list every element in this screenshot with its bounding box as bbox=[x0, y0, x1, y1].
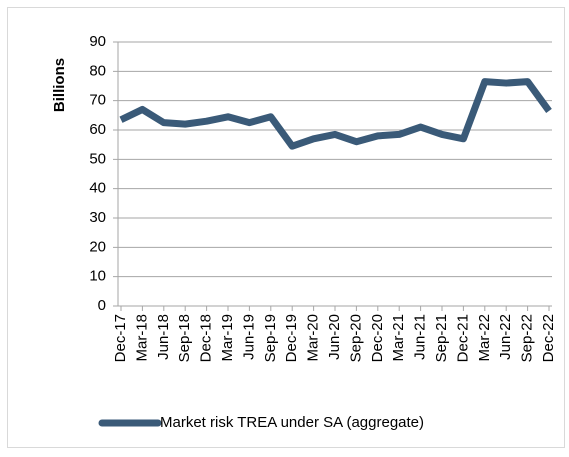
x-tick-label: Jun-19 bbox=[240, 314, 257, 360]
y-tick-label: 70 bbox=[89, 92, 106, 109]
x-tick-label: Jun-18 bbox=[155, 314, 172, 360]
series-line bbox=[119, 78, 552, 150]
legend-label: Market risk TREA under SA (aggregate) bbox=[160, 414, 424, 431]
x-tick-label: Sep-22 bbox=[519, 314, 536, 362]
x-tick-label: Dec-19 bbox=[283, 314, 300, 362]
x-tick-label: Mar-18 bbox=[133, 314, 150, 362]
y-tick-label: 80 bbox=[89, 62, 106, 79]
x-tick-label: Jun-20 bbox=[326, 314, 343, 360]
x-tick-label: Sep-21 bbox=[433, 314, 450, 362]
x-tick-label: Dec-21 bbox=[454, 314, 471, 362]
x-tick-label: Mar-19 bbox=[219, 314, 236, 362]
y-axis-label: Billions bbox=[51, 58, 68, 112]
x-tick-label: Sep-18 bbox=[176, 314, 193, 362]
x-tick-label: Dec-18 bbox=[198, 314, 215, 362]
x-tick-label: Mar-21 bbox=[390, 314, 407, 362]
chart-frame bbox=[7, 7, 565, 448]
x-tick-label: Mar-22 bbox=[476, 314, 493, 362]
x-tick-label: Jun-21 bbox=[412, 314, 429, 360]
x-tick-label: Dec-17 bbox=[112, 314, 129, 362]
x-tick-label: Sep-20 bbox=[347, 314, 364, 362]
y-tick-label: 40 bbox=[89, 180, 106, 197]
y-tick-label: 90 bbox=[89, 33, 106, 50]
y-tick-label: 60 bbox=[89, 121, 106, 138]
x-tick-label: Mar-20 bbox=[305, 314, 322, 362]
y-tick-label: 10 bbox=[89, 268, 106, 285]
x-tick-label: Dec-20 bbox=[369, 314, 386, 362]
x-tick-label: Dec-22 bbox=[540, 314, 557, 362]
y-tick-label: 20 bbox=[89, 238, 106, 255]
x-tick-label: Jun-22 bbox=[497, 314, 514, 360]
y-tick-label: 50 bbox=[89, 150, 106, 167]
y-tick-label: 0 bbox=[98, 297, 106, 314]
x-tick-label: Sep-19 bbox=[262, 314, 279, 362]
y-tick-label: 30 bbox=[89, 209, 106, 226]
